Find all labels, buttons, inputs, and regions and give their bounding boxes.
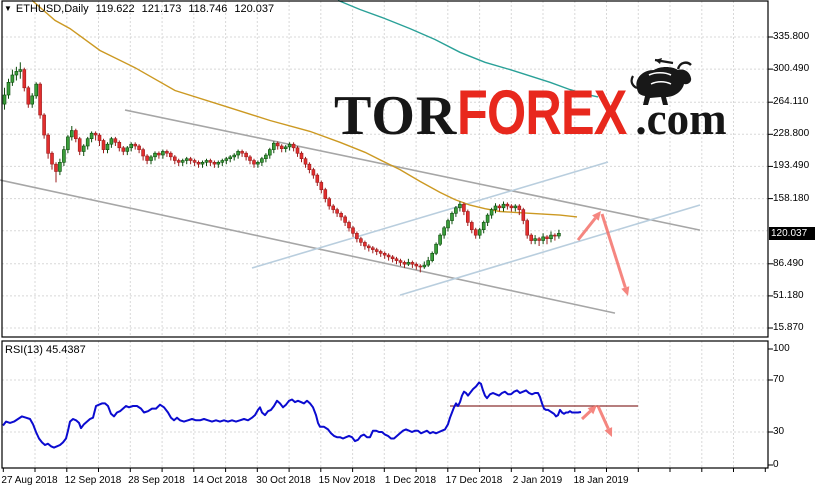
price-axis-label: 86.490 [773, 258, 804, 269]
trendline-ascending-channel-lower [399, 204, 701, 296]
price-axis-label: 15.870 [773, 322, 804, 333]
low-value: 118.746 [188, 3, 228, 15]
candlestick-series [2, 62, 561, 273]
chart-header: ▼ ETHUSD,Daily 119.622 121.173 118.746 120.03… [4, 3, 274, 15]
date-axis-label: 15 Nov 2018 [318, 475, 376, 486]
bull-icon [630, 58, 692, 105]
price-axis-label: 300.490 [773, 63, 810, 74]
high-value: 121.173 [141, 3, 182, 15]
symbol-period-label: ETHUSD,Daily [15, 3, 89, 15]
price-axis-label: 228.800 [773, 128, 810, 139]
torforex-watermark: TOR FOREX .com [334, 57, 727, 148]
ma-fast-line [337, 0, 599, 98]
rsi-line [2, 381, 582, 449]
date-axis-label: 18 Jan 2019 [573, 475, 629, 486]
rsi-axis-label: 70 [773, 374, 785, 385]
rsi-axis-label: 100 [773, 343, 790, 354]
rsi-panel-border [1, 340, 769, 469]
date-axis-label: 17 Dec 2018 [445, 475, 503, 486]
price-axis-label: 264.110 [773, 96, 809, 107]
forecast-arrow [600, 213, 630, 296]
ma-slow-line [31, 0, 578, 218]
indicator-collapse-icon: ▼ [4, 4, 12, 13]
watermark-text: TOR FOREX .com [334, 77, 727, 149]
forecast-arrow [576, 211, 601, 241]
date-axis-label: 1 Dec 2018 [384, 475, 437, 486]
forecast-arrow [596, 405, 613, 437]
rsi-axis-label: 30 [773, 426, 785, 437]
price-axis-label: 158.180 [773, 193, 810, 204]
watermark-com: .com [635, 94, 727, 144]
trendline-ascending-channel-upper [251, 161, 609, 269]
price-panel-border [1, 0, 769, 338]
date-axis-label: 30 Oct 2018 [256, 475, 311, 486]
rsi-axis-label: 0 [773, 459, 779, 470]
date-axis-label: 14 Oct 2018 [192, 475, 248, 486]
trendline-descending-support [0, 179, 616, 314]
close-value: 120.037 [234, 3, 275, 15]
trendline-descending-resistance [124, 109, 701, 231]
watermark-forex: FOREX [457, 78, 627, 148]
date-axis-label: 2 Jan 2019 [512, 475, 563, 486]
price-axis-label: 335.800 [773, 31, 810, 42]
forecast-arrow [580, 405, 597, 421]
current-price-tag: 120.037 [769, 227, 815, 240]
date-axis-label: 28 Sep 2018 [128, 475, 185, 486]
date-axis-label: 27 Aug 2018 [1, 475, 58, 486]
open-value: 119.622 [95, 3, 135, 15]
watermark-tor: TOR [334, 85, 458, 147]
price-axis-label: 51.180 [773, 290, 804, 301]
price-axis-label: 193.490 [773, 160, 810, 171]
rsi-indicator-label: RSI(13) 45.4387 [5, 344, 86, 356]
date-axis-label: 12 Sep 2018 [64, 475, 122, 486]
